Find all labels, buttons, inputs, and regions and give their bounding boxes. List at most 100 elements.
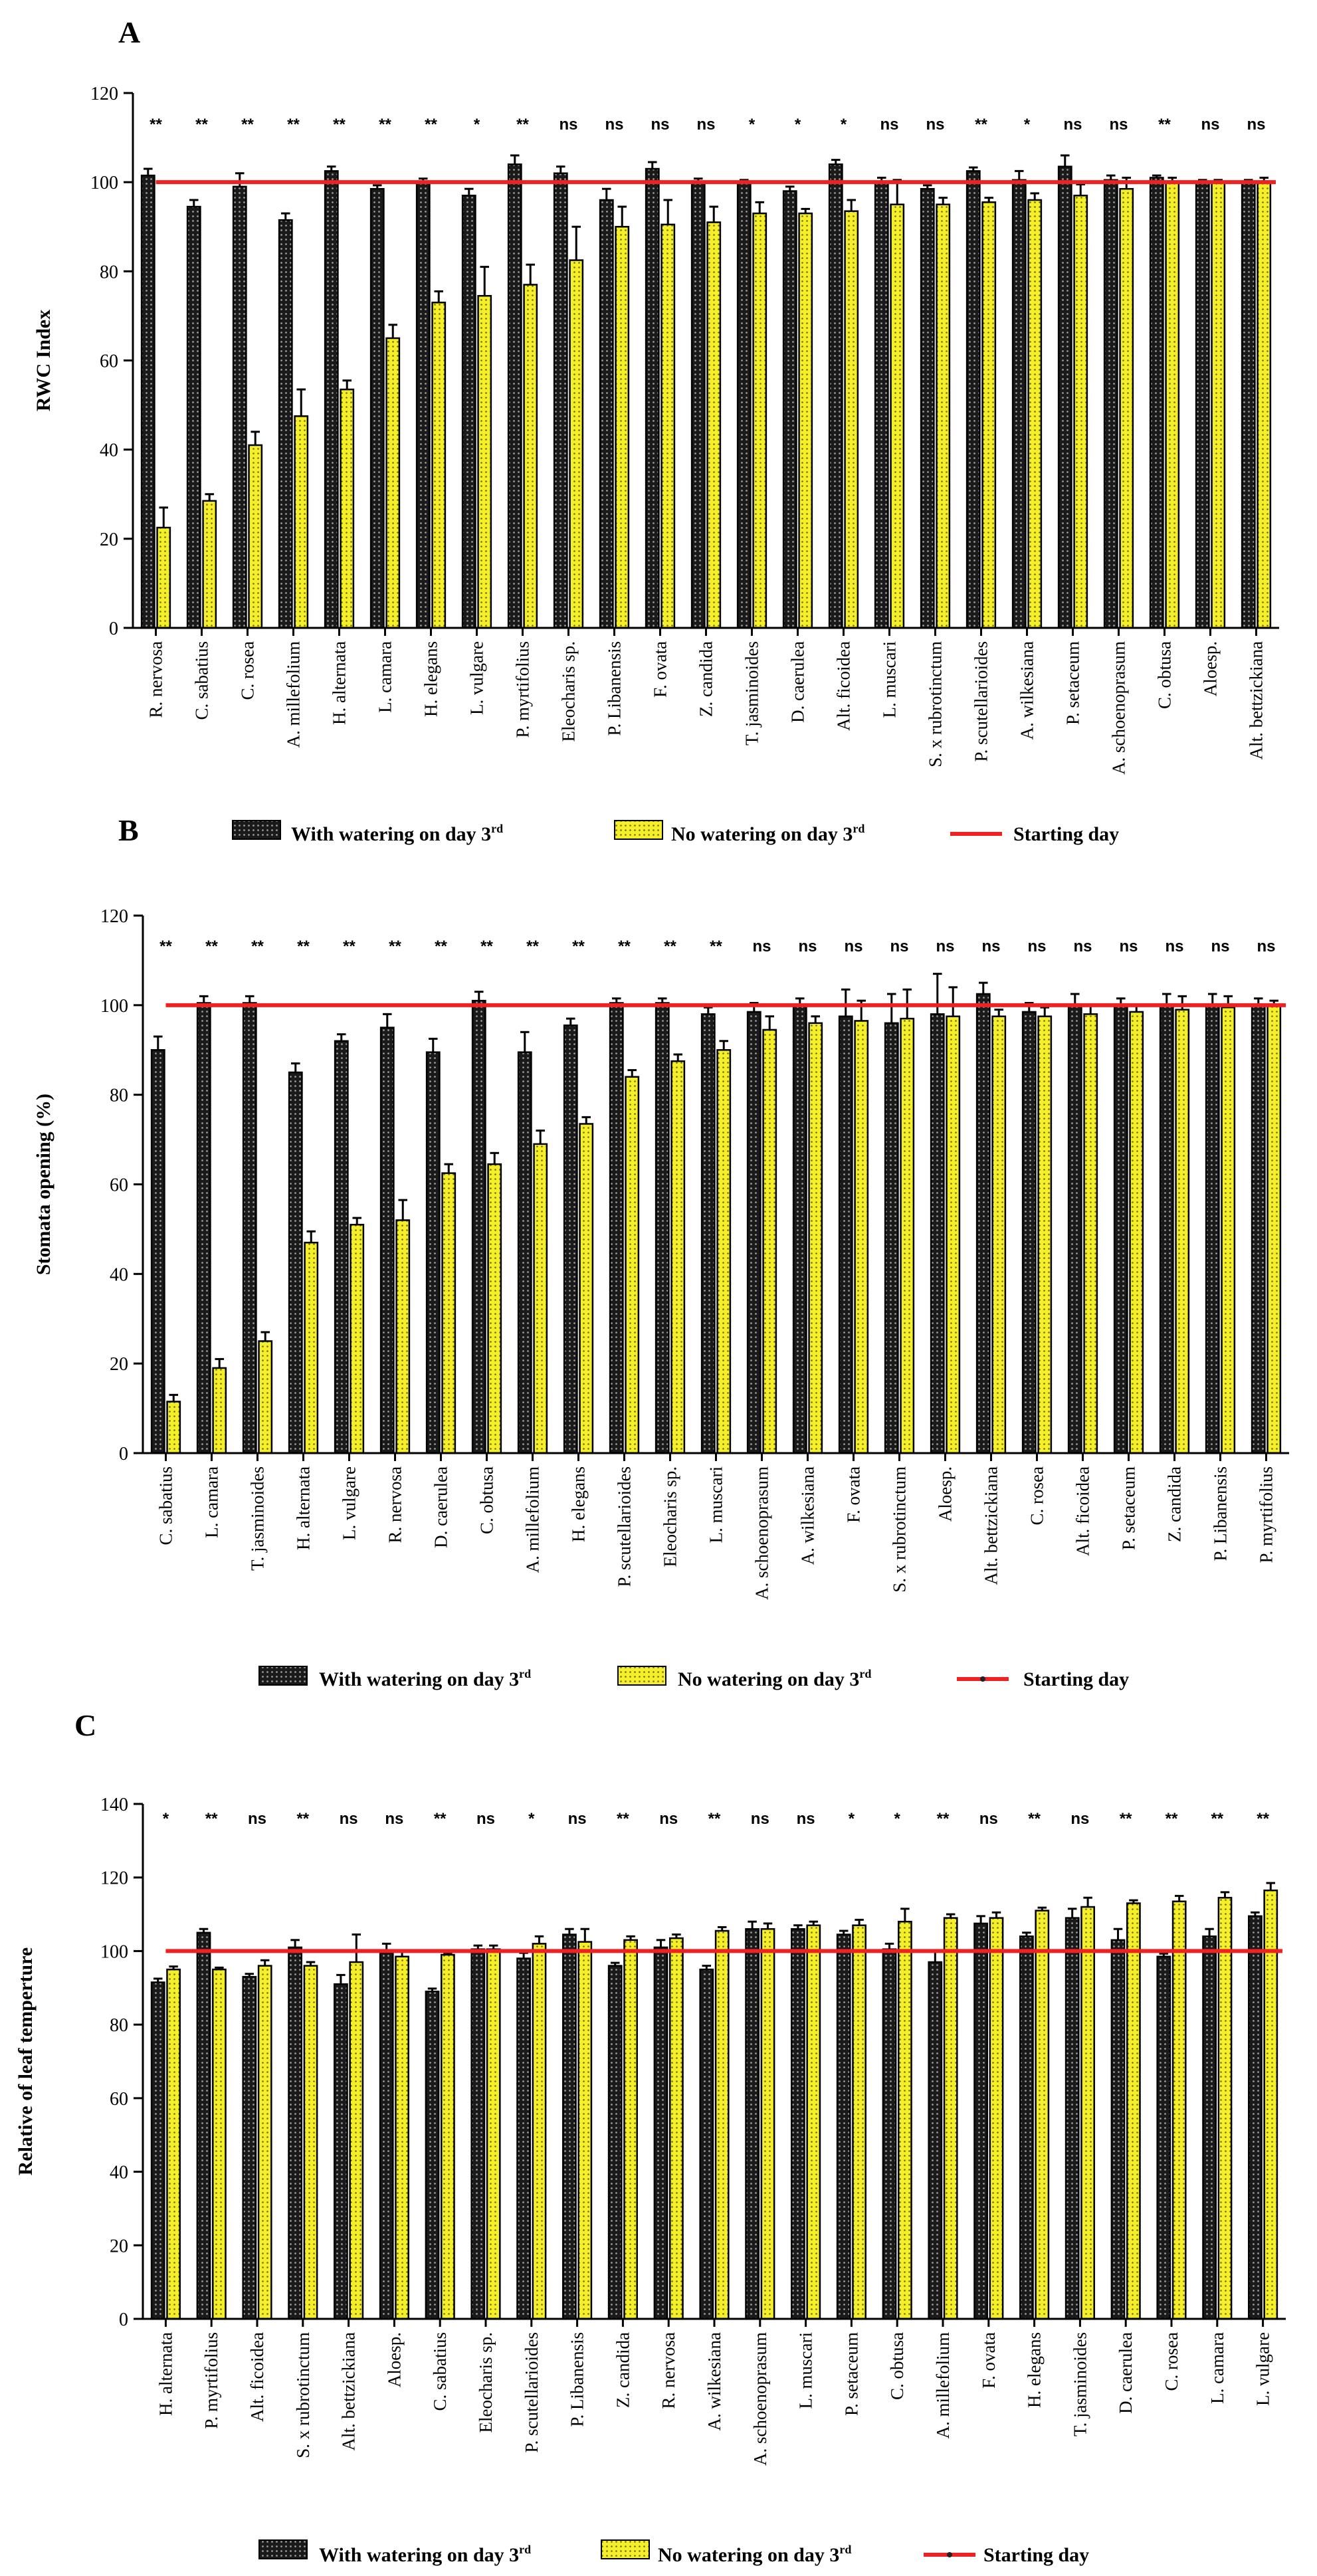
- significance-label: ns: [752, 938, 771, 955]
- y-tick-label: 120: [100, 1868, 128, 1889]
- bar-watered: [278, 219, 293, 629]
- bar-watered: [1067, 1004, 1082, 1454]
- panel-letter: A: [118, 15, 140, 49]
- significance-label: **: [617, 1810, 629, 1828]
- bar-watered: [1057, 165, 1072, 629]
- category-label: Eleocharis sp.: [559, 641, 579, 742]
- category-label: Z. candida: [1165, 1466, 1185, 1542]
- bar-not-watered: [431, 302, 447, 629]
- category-label: T. jasminoides: [248, 1466, 268, 1571]
- bar-watered: [186, 205, 201, 629]
- bar-not-watered: [569, 259, 584, 629]
- bar-not-watered: [303, 1965, 318, 2320]
- bar-watered: [746, 1011, 761, 1454]
- significance-label: *: [163, 1810, 169, 1828]
- category-label: R. nervosa: [385, 1466, 405, 1543]
- bar-not-watered: [625, 1076, 640, 1454]
- significance-label: **: [425, 116, 437, 134]
- significance-label: ns: [651, 116, 669, 134]
- significance-label: ns: [559, 116, 577, 134]
- bar-not-watered: [615, 226, 630, 629]
- category-label: Eleocharis sp.: [476, 2332, 496, 2432]
- bar-watered: [1110, 1939, 1126, 2320]
- category-label: A. millefolium: [933, 2332, 953, 2438]
- y-tick-label: 60: [100, 351, 118, 372]
- bar-watered: [792, 1004, 807, 1454]
- legend-swatch-not-watered: [617, 1666, 666, 1686]
- bar-watered: [1019, 1935, 1034, 2320]
- bar-watered: [836, 1933, 851, 2320]
- significance-label: ns: [385, 1810, 403, 1828]
- legend-superscript: rd: [519, 2543, 531, 2556]
- y-tick-label: 60: [110, 1175, 128, 1196]
- significance-label: **: [710, 938, 722, 955]
- significance-label: ns: [340, 1810, 358, 1828]
- significance-label: **: [297, 938, 310, 955]
- legend-swatch-watered: [258, 1666, 308, 1686]
- bar-not-watered: [1221, 1006, 1236, 1454]
- category-label: Aloesp.: [384, 2332, 404, 2387]
- bar-not-watered: [304, 1241, 319, 1454]
- y-tick-label: 40: [100, 441, 118, 461]
- category-label: P. scutellarioides: [522, 2332, 542, 2452]
- bar-not-watered: [166, 1401, 181, 1454]
- bar-not-watered: [340, 388, 355, 629]
- bar-watered: [516, 1957, 531, 2320]
- category-label: S. x rubrotinctum: [293, 2332, 313, 2458]
- category-label: T. jasminoides: [742, 641, 762, 745]
- significance-label: ns: [248, 1810, 266, 1828]
- category-label: P. myrtifolius: [201, 2332, 221, 2429]
- category-label: Z. candida: [613, 2332, 633, 2408]
- bar-watered: [517, 1051, 532, 1454]
- y-axis-label: RWC Index: [33, 310, 54, 411]
- bar-not-watered: [798, 212, 813, 629]
- bar-not-watered: [212, 1367, 227, 1454]
- bar-watered: [1202, 1935, 1217, 2320]
- bar-watered: [150, 1981, 165, 2320]
- bar-not-watered: [623, 1939, 638, 2320]
- y-tick-label: 20: [100, 530, 118, 550]
- category-label: Alt. bettzickiana: [339, 2332, 359, 2450]
- significance-label: **: [251, 938, 264, 955]
- significance-label: ns: [844, 938, 862, 955]
- category-label: P. Libanensis: [605, 641, 625, 736]
- bar-watered: [607, 1965, 623, 2320]
- y-tick-label: 20: [110, 2236, 128, 2256]
- bar-watered: [655, 1002, 670, 1454]
- category-label: L. vulgare: [467, 641, 487, 715]
- bar-watered: [425, 1991, 440, 2320]
- legend-label: Starting day: [1013, 823, 1119, 845]
- bar-not-watered: [1035, 1910, 1050, 2320]
- legend-label: No watering on day 3rd: [671, 822, 864, 845]
- significance-label: **: [975, 116, 987, 134]
- significance-label: ns: [926, 116, 944, 134]
- significance-label: **: [195, 116, 208, 134]
- category-label: Alt. bettzickiana: [981, 1466, 1001, 1585]
- y-axis-label: Relative of leaf temperture: [15, 1947, 37, 2175]
- legend-swatch-watered: [232, 820, 281, 840]
- significance-label: **: [389, 938, 401, 955]
- category-label: P. setaceum: [1119, 1466, 1139, 1550]
- bar-not-watered: [808, 1022, 823, 1454]
- legend-label: With watering on day 3rd: [319, 1667, 531, 1690]
- significance-label: **: [333, 116, 346, 134]
- category-label: A. schoenoprasum: [750, 2332, 770, 2466]
- category-label: C. rosea: [238, 641, 258, 700]
- y-tick-label: 100: [100, 996, 128, 1017]
- significance-label: **: [205, 1810, 218, 1828]
- legend-label: Starting day: [983, 2544, 1089, 2566]
- bar-not-watered: [156, 526, 171, 629]
- significance-label: **: [1028, 1810, 1041, 1828]
- category-label: C. obtusa: [477, 1466, 497, 1534]
- significance-label: ns: [1211, 938, 1229, 955]
- bar-not-watered: [294, 415, 309, 629]
- significance-label: **: [1257, 1810, 1269, 1828]
- bar-not-watered: [989, 1917, 1004, 2320]
- category-label: F. ovata: [651, 641, 670, 698]
- bar-not-watered: [577, 1941, 593, 2320]
- legend-superscript: rd: [519, 1667, 531, 1680]
- category-label: A. millefolium: [284, 641, 304, 747]
- bar-watered: [288, 1071, 303, 1454]
- bar-watered: [242, 1975, 257, 2320]
